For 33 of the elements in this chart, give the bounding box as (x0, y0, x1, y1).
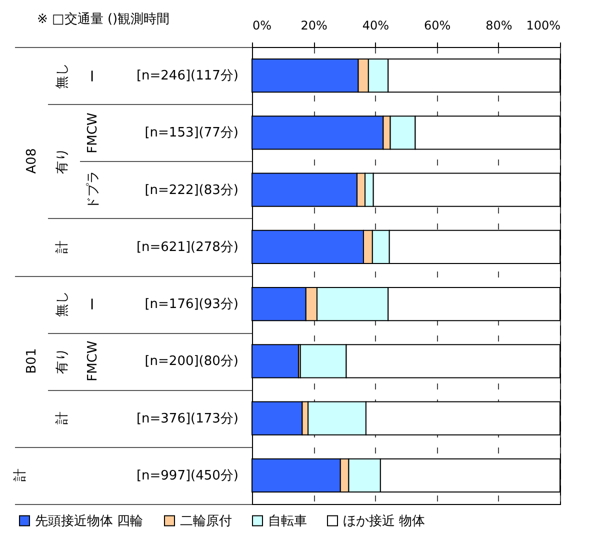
y-tick-label: [n=200](80分) (144, 354, 238, 370)
text: 計 (12, 468, 29, 482)
legend-label: 自転車 (268, 514, 307, 529)
x-tick-label: 80% (486, 18, 512, 32)
y-tick-label: [n=153](77分) (144, 126, 238, 141)
x-tick-label: 40% (362, 18, 390, 32)
legend-label: ほか接近 物体 (343, 514, 426, 529)
x-tick-label: 0% (252, 18, 272, 32)
y-tick-label: [n=621](278分) (136, 240, 238, 255)
y-tick-label: [n=997](450分) (136, 468, 238, 484)
text: 有り (54, 348, 71, 374)
text: 計 (54, 412, 71, 425)
text: FMCW (86, 340, 100, 382)
text: ー (85, 69, 102, 82)
text: 無し (54, 62, 71, 89)
text: 計 (54, 240, 71, 254)
text: ドプラ (85, 170, 102, 210)
y-tick-label: [n=376](173分) (136, 411, 238, 426)
y-tick-label: [n=222](83分) (144, 182, 238, 198)
text: 無し (54, 291, 71, 318)
text: A08 (24, 148, 40, 174)
legend-label: 二輪原付 (180, 514, 232, 529)
x-tick-label: 20% (300, 18, 328, 32)
y-tick-label: [n=246](117分) (136, 68, 238, 84)
x-tick-label: 100% (526, 18, 560, 32)
text: ※ □交通量 ()観測時間 (37, 11, 170, 28)
text: FMCW (86, 112, 100, 153)
legend-label: 先頭接近物体 四輪 (35, 514, 144, 529)
text: ー (85, 298, 102, 311)
text: 有り (54, 148, 71, 174)
text: B01 (24, 348, 40, 374)
y-tick-label: [n=176](93分) (144, 297, 238, 312)
x-tick-label: 60% (424, 18, 451, 32)
